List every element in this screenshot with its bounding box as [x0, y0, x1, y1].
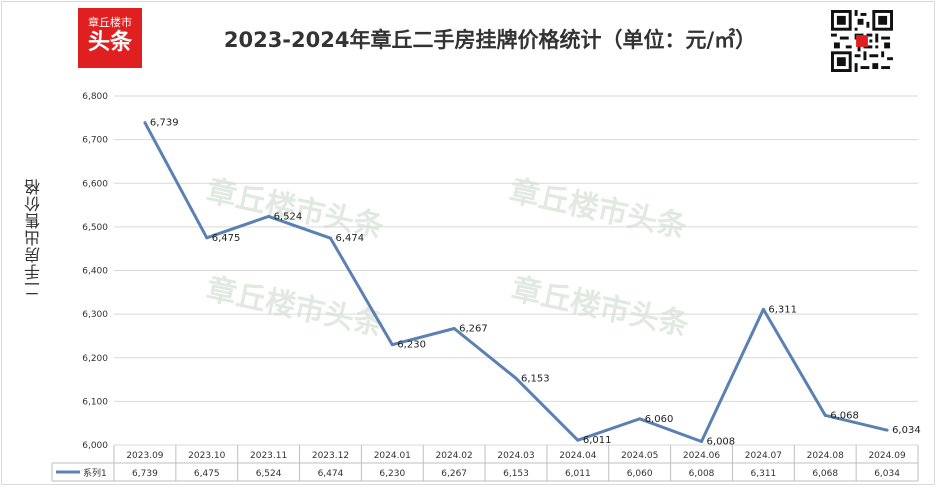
data-label: 6,230 [397, 340, 426, 351]
data-point [390, 343, 394, 347]
table-value-cell: 6,524 [256, 469, 282, 479]
y-axis-ticks: 6,000 6,100 6,200 6,300 6,400 6,500 6,600 6,700… [82, 92, 108, 451]
gridlines [114, 95, 918, 446]
table-value-cell: 6,475 [194, 469, 220, 479]
x-tick-label: 2024.03 [497, 451, 534, 461]
x-tick-label: 2023.09 [126, 451, 163, 461]
y-tick-label: 6,100 [82, 397, 108, 407]
data-point [885, 428, 889, 432]
y-tick-label: 6,400 [82, 267, 108, 277]
data-label: 6,008 [707, 437, 736, 448]
data-point [143, 121, 147, 125]
x-tick-label: 2024.07 [745, 451, 782, 461]
y-tick-label: 6,300 [82, 310, 108, 320]
y-tick-label: 6,500 [82, 223, 108, 233]
legend-series-name: 系列1 [83, 467, 107, 479]
table-value-cell: 6,230 [379, 469, 405, 479]
series-line [143, 121, 889, 444]
data-point [514, 376, 518, 380]
table-value-cell: 6,034 [874, 469, 900, 479]
x-tick-label: 2024.08 [807, 451, 844, 461]
data-label: 6,739 [150, 118, 179, 129]
data-label: 6,311 [768, 304, 797, 315]
x-tick-label: 2023.12 [312, 451, 349, 461]
y-tick-label: 6,600 [82, 179, 108, 189]
data-label: 6,524 [274, 211, 303, 222]
data-point [205, 236, 209, 240]
table-value-cell: 6,060 [627, 469, 653, 479]
logo-line2: 头条 [87, 30, 132, 55]
x-tick-label: 2024.04 [559, 451, 596, 461]
table-value-cell: 6,068 [812, 469, 838, 479]
x-tick-label: 2023.10 [188, 451, 225, 461]
qr-code-icon [831, 10, 893, 72]
table-value-cell: 6,474 [318, 469, 344, 479]
x-tick-label: 2024.02 [436, 451, 473, 461]
table-value-cell: 6,011 [565, 469, 591, 479]
data-label: 6,060 [645, 414, 674, 425]
data-label: 6,474 [335, 233, 364, 244]
y-tick-label: 6,200 [82, 354, 108, 364]
data-point [576, 438, 580, 442]
watermark-text: 章丘楼市头条 [203, 272, 386, 344]
y-tick-label: 6,800 [82, 92, 108, 102]
table-value-cell: 6,739 [132, 469, 158, 479]
x-tick-label: 2023.11 [250, 451, 287, 461]
data-labels: 6,739 6,475 6,524 6,474 6,230 6,267 6,153 6,011… [150, 118, 921, 448]
x-tick-label: 2024.05 [621, 451, 658, 461]
data-label: 6,011 [583, 435, 612, 446]
data-point [700, 440, 704, 444]
x-tick-label: 2024.01 [374, 451, 411, 461]
table-value-cell: 6,153 [503, 469, 529, 479]
data-label: 6,153 [521, 373, 550, 384]
data-label: 6,034 [892, 425, 921, 436]
y-tick-label: 6,700 [82, 136, 108, 146]
data-point [452, 327, 456, 331]
data-point [761, 307, 765, 311]
data-point [328, 236, 332, 240]
data-point [267, 214, 271, 218]
x-tick-label: 2024.06 [683, 451, 720, 461]
table-value-cell: 6,311 [751, 469, 777, 479]
watermark-text: 章丘楼市头条 [508, 272, 691, 344]
brand-logo: 章丘楼市 头条 [78, 8, 142, 68]
data-label: 6,475 [212, 233, 241, 244]
x-tick-label: 2024.09 [868, 451, 905, 461]
table-value-cell: 6,008 [689, 469, 715, 479]
watermark-text: 章丘楼市头条 [506, 174, 689, 246]
chart-title: 2023-2024年章丘二手房挂牌价格统计（单位：元/㎡） [223, 28, 757, 52]
data-point [823, 413, 827, 417]
y-tick-label: 6,000 [82, 441, 108, 451]
data-point [638, 417, 642, 421]
data-table: 2023.09 6,739 2023.10 6,475 2023.11 6,524 2023… [51, 445, 919, 482]
data-label: 6,068 [830, 410, 859, 421]
logo-line1: 章丘楼市 [88, 16, 132, 29]
table-value-cell: 6,267 [441, 469, 467, 479]
data-label: 6,267 [459, 324, 488, 335]
